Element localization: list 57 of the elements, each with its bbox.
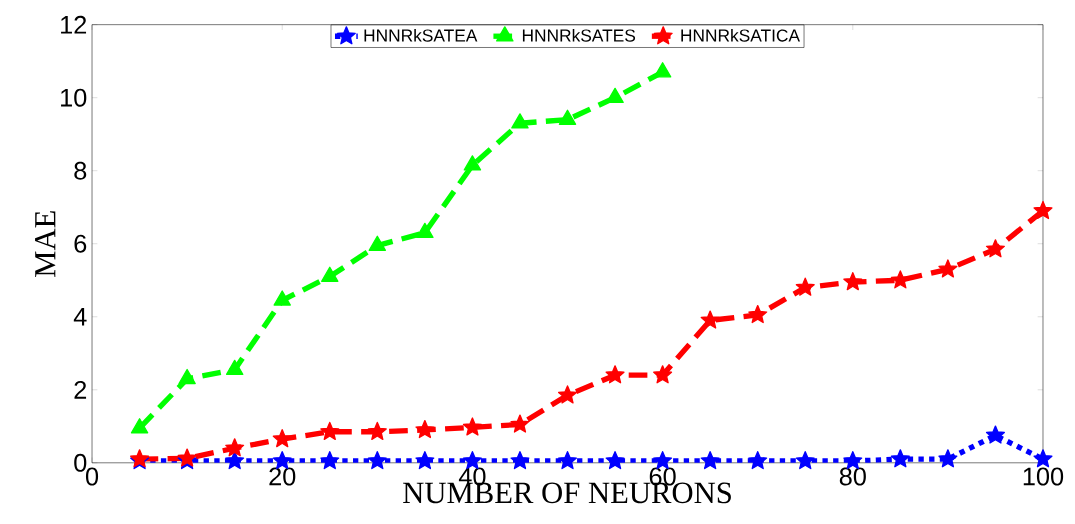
point: [938, 449, 958, 468]
point: [510, 414, 530, 433]
point: [748, 304, 768, 324]
point: [605, 450, 625, 470]
point: [463, 155, 482, 171]
legend-label: HNNRkSATEA: [364, 28, 478, 42]
y-tick-label: 2: [74, 380, 87, 399]
point: [557, 385, 578, 404]
legend-label: HNNRkSATES: [522, 28, 636, 42]
point: [843, 271, 863, 291]
x-tick-label: 100: [1023, 467, 1064, 486]
point: [653, 365, 673, 384]
legend-label: HNNRkSATICA: [681, 28, 800, 42]
point: [985, 239, 1005, 258]
point: [367, 421, 387, 440]
point: [225, 450, 245, 470]
point: [890, 270, 910, 289]
point: [130, 418, 149, 434]
point: [938, 259, 958, 278]
point: [368, 235, 387, 251]
point: [606, 87, 624, 103]
point: [462, 417, 482, 436]
y-tick-label: 0: [74, 453, 87, 472]
point: [511, 113, 529, 129]
point: [700, 310, 720, 329]
point: [416, 222, 434, 239]
point: [890, 449, 910, 468]
y-tick-label: 12: [61, 15, 87, 34]
point: [795, 277, 815, 296]
point: [557, 450, 578, 470]
y-axis-title: MAE: [35, 211, 56, 277]
point: [178, 368, 196, 385]
point: [415, 419, 435, 439]
point: [1033, 200, 1053, 220]
y-tick-label: 10: [61, 88, 87, 107]
point: [225, 438, 245, 457]
point: [321, 266, 339, 282]
point: [1033, 449, 1053, 468]
point: [700, 450, 720, 470]
point: [320, 421, 340, 440]
y-tick-label: 6: [74, 234, 87, 253]
point: [985, 425, 1005, 444]
y-tick-label: 8: [74, 161, 87, 180]
point: [795, 450, 815, 470]
point: [415, 450, 435, 470]
point: [272, 428, 292, 448]
point: [320, 450, 340, 470]
x-tick-label: 20: [269, 467, 296, 486]
y-tick-label: 4: [73, 307, 87, 326]
point: [605, 365, 625, 384]
x-tick-label: 80: [839, 467, 866, 486]
point: [273, 290, 291, 306]
point: [367, 450, 387, 470]
point: [510, 450, 530, 470]
point: [558, 109, 577, 125]
point: [748, 450, 768, 470]
point: [225, 359, 244, 375]
